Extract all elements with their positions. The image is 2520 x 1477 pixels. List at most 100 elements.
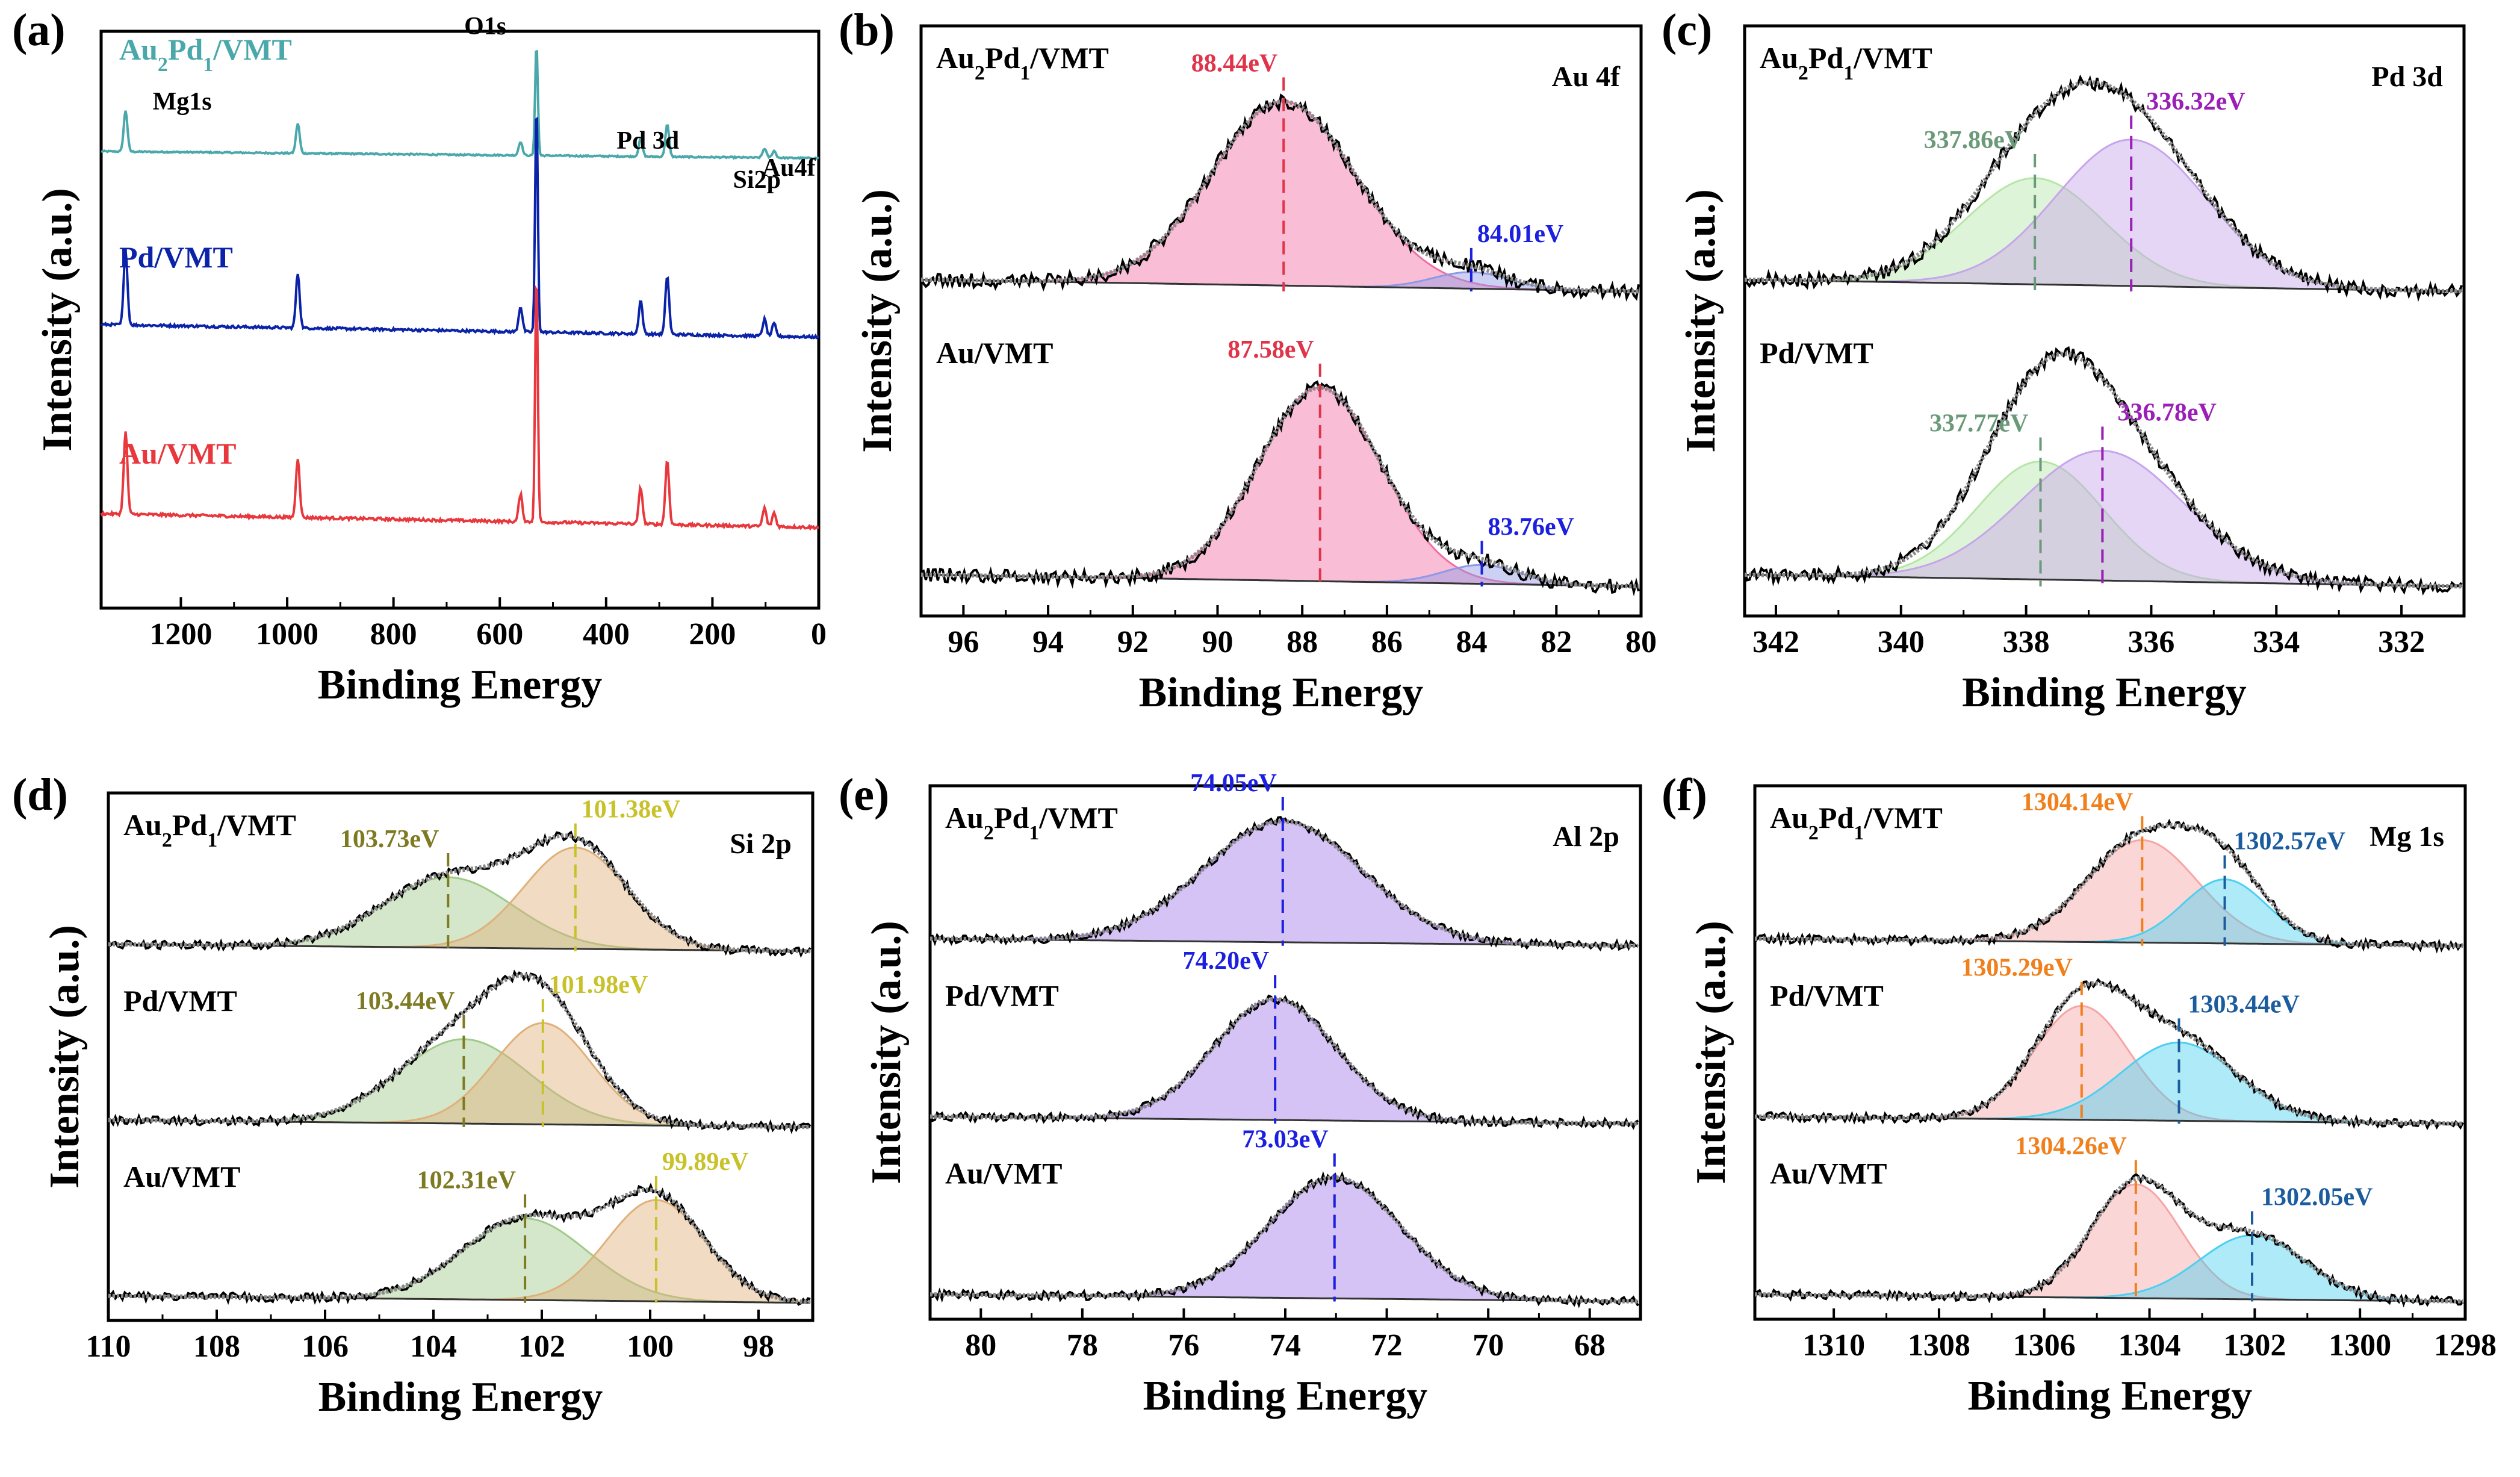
fit-envelope [1755,822,2463,948]
x-tick-label: 1298 [2434,1328,2497,1363]
x-tick-label: 334 [2253,625,2300,659]
sample-label: Pd/VMT [1770,978,1884,1012]
sample-label-part: /VMT [1863,801,1943,835]
component-fill [1755,1235,2465,1302]
peak-position-label: 88.44eV [1191,50,1277,78]
orbital-label: Au 4f [1552,61,1621,93]
peak-position-label: 1302.57eV [2234,827,2345,855]
sample-label-part: Pd [994,801,1029,835]
x-axis-title: Binding Energy [1968,1373,2253,1419]
peak-position-label: 74.05eV [1190,770,1276,797]
sample-label-part: Pd/VMT [1770,978,1884,1012]
x-tick-label: 0 [811,617,827,651]
sample-label: Au/VMT [119,437,236,470]
fit-envelope [1755,1176,2463,1304]
peak-position-label: 74.20eV [1183,947,1269,975]
sample-label-part: Pd/VMT [123,984,237,1018]
sample-label-part: Pd/VMT [119,240,233,274]
peak-position-label: 73.03eV [1242,1126,1328,1154]
x-tick-label: 76 [1168,1328,1199,1363]
peak-position-label: 337.86eV [1924,126,2023,154]
component-fill [921,387,1641,586]
peak-position-label: 1304.14eV [2022,788,2133,816]
x-tick-label: 68 [1574,1328,1606,1363]
panel-1: 1200 1000 800 600 400 200 0 Binding Energy Inten… [12,5,827,708]
panel-letter: (e) [839,770,889,820]
panel-2: 96 94 92 90 88 86 84 82 80 Binding Energy Intensit… [839,5,1657,716]
peak-annotation: Au4f [762,154,816,182]
sample-label-part: Au [1770,801,1808,835]
survey-line-2 [100,284,819,531]
y-axis-title: Intensity (a.u.) [34,188,81,452]
peak-position-label: 1302.05eV [2261,1184,2373,1211]
x-tick-label: 336 [2127,625,2174,659]
peak-position-label: 101.98eV [549,971,648,999]
orbital-label: Mg 1s [2369,821,2444,853]
x-tick-label: 110 [85,1329,131,1364]
sample-label: Au2Pd1/VMT [945,801,1118,844]
component-fill [930,821,1640,946]
sample-label-part: 2 [975,62,985,84]
y-axis-title: Intensity (a.u.) [1688,921,1734,1184]
x-tick-label: 1306 [2013,1328,2076,1363]
sample-label-part: Pd [168,33,203,66]
sample-label-part: 2 [1808,822,1819,844]
x-axis-title: Binding Energy [318,1374,603,1420]
peak-annotation: Si2p [733,166,781,194]
sample-label: Au2Pd1/VMT [119,33,292,76]
peak-position-label: 83.76eV [1488,513,1574,541]
x-tick-label: 70 [1473,1328,1504,1363]
x-tick-label: 80 [1625,625,1657,659]
panel-letter: (c) [1662,5,1712,55]
plot-frame [1753,784,2467,1321]
x-tick-label: 102 [518,1329,565,1364]
fit-envelope [920,385,1639,589]
x-tick-label: 1304 [2118,1328,2181,1363]
component-fill [1755,1042,2465,1124]
sample-label-part: /VMT [1038,801,1118,835]
peak-position-label: 101.38eV [582,796,680,824]
peak-annotation: Pd 3d [616,127,679,155]
peak-position-label: 337.77eV [1929,409,2028,437]
peak-position-label: 84.01eV [1477,220,1563,248]
x-tick-label: 1200 [149,617,212,651]
sample-label-part: Au [119,33,158,66]
raw-spectrum [1743,74,2463,302]
sample-label-part: 1 [207,829,217,851]
x-tick-label: 600 [476,617,523,651]
sample-label: Pd/VMT [1760,336,1873,370]
panel-letter: (d) [12,770,68,820]
fit-envelope [920,99,1639,294]
x-tick-label: 84 [1456,625,1488,659]
sample-label: Au/VMT [945,1157,1062,1190]
sample-label-part: Au [1760,41,1798,75]
panel-6: 1310 1308 1306 1304 1302 1300 1298 Binding Ener… [1662,770,2497,1419]
component-fill [1745,139,2464,291]
sample-label: Au/VMT [936,336,1053,370]
fit-envelope [1745,80,2462,294]
x-tick-label: 200 [689,617,736,651]
sample-label-part: Au [936,41,975,75]
sample-label-part: 2 [984,822,994,844]
orbital-label: Si 2p [730,828,792,860]
fit-envelope [1754,981,2463,1126]
x-tick-label: 1302 [2223,1328,2286,1363]
sample-label-part: 1 [1843,62,1854,84]
sample-label-part: Pd [172,808,208,842]
panel-3: 342 340 338 336 334 332 Binding Energy Intensit… [1662,5,2466,716]
sample-label-part: Au/VMT [936,336,1053,370]
component-fill [108,1039,813,1127]
orbital-label: Pd 3d [2371,61,2443,93]
fit-envelope [108,973,811,1130]
y-axis-title: Intensity (a.u.) [42,925,88,1189]
sample-label: Au2Pd1/VMT [123,808,296,851]
x-tick-label: 1308 [1908,1328,1970,1363]
sample-label-part: 1 [1020,62,1030,84]
fit-envelope [108,833,811,954]
raw-spectrum [929,1171,1639,1308]
y-axis-title: Intensity (a.u.) [863,921,910,1184]
panel-letter: (b) [839,5,895,55]
component-fill [1755,1006,2465,1124]
sample-label-part: 1 [1029,822,1039,844]
